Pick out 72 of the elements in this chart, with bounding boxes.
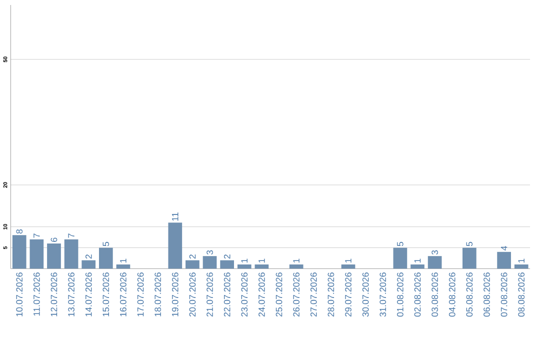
- bar: [12, 235, 26, 269]
- x-tick-label: 26.07.2026: [293, 272, 300, 317]
- x-tick-label: 08.08.2026: [518, 272, 525, 317]
- bar: [47, 244, 61, 269]
- data-label: 7: [68, 234, 74, 238]
- data-label: 6: [50, 238, 58, 242]
- x-tick-label: 05.08.2026: [466, 272, 473, 317]
- data-label: 1: [258, 258, 265, 263]
- data-label: 1: [120, 258, 126, 263]
- data-label: 1: [518, 258, 524, 263]
- bar: [116, 264, 130, 269]
- x-tick-label: 30.07.2026: [362, 272, 369, 317]
- bar: [202, 256, 217, 269]
- data-label: 5: [102, 242, 110, 246]
- bar: [341, 264, 356, 269]
- x-tick-label: 11.07.2026: [33, 272, 40, 316]
- x-tick-label: 15.07.2026: [102, 272, 110, 317]
- data-label: 1: [414, 258, 421, 263]
- data-label: 5: [466, 242, 473, 246]
- bar: [462, 248, 476, 269]
- x-tick-label: 21.07.2026: [206, 272, 213, 317]
- bar: [497, 252, 511, 269]
- x-tick-label: 25.07.2026: [276, 272, 282, 317]
- x-tick-label: 01.08.2026: [397, 272, 404, 317]
- x-tick-label: 04.08.2026: [448, 272, 456, 317]
- data-label: 2: [224, 254, 230, 259]
- data-label: 1: [345, 258, 352, 263]
- x-tick-label: 16.07.2026: [120, 272, 126, 317]
- x-tick-label: 24.07.2026: [258, 272, 265, 317]
- x-tick-label: 03.08.2026: [432, 272, 438, 317]
- bar: [98, 248, 113, 269]
- x-tick-label: 27.07.2026: [310, 272, 317, 317]
- x-tick-label: 18.07.2026: [154, 272, 162, 317]
- x-tick-label: 17.07.2026: [137, 272, 144, 317]
- bar: [64, 240, 78, 269]
- bar: [514, 264, 528, 269]
- x-tick-label: 22.07.2026: [224, 272, 230, 317]
- data-label: 8: [16, 230, 23, 234]
- data-label: 3: [206, 250, 213, 255]
- data-label: 5: [397, 242, 404, 246]
- bar: [393, 248, 408, 269]
- bar: [186, 260, 200, 269]
- bar: [237, 264, 252, 269]
- x-tick-label: 06.08.2026: [484, 272, 490, 317]
- bar: [428, 256, 442, 269]
- x-tick-label: 07.08.2026: [500, 272, 508, 317]
- data-label: 2: [189, 254, 196, 259]
- bar: [30, 240, 44, 269]
- bar: [168, 222, 182, 269]
- x-tick-label: 13.07.2026: [68, 272, 74, 317]
- x-tick-label: 10.07.2026: [16, 272, 23, 317]
- x-tick-label: 29.07.2026: [345, 272, 352, 317]
- data-label: 3: [432, 250, 438, 255]
- bar: [254, 264, 269, 269]
- x-tick-label: 14.07.2026: [85, 272, 92, 317]
- data-label: 1: [293, 258, 300, 263]
- data-label: 2: [85, 254, 92, 259]
- x-tick-label: 23.07.2026: [241, 272, 248, 317]
- x-tick-label: 19.07.2026: [172, 272, 178, 317]
- data-label: 1: [241, 258, 248, 263]
- bar: [220, 260, 234, 269]
- x-tick-label: 20.07.2026: [189, 272, 196, 317]
- x-tick-label: 12.07.2026: [50, 272, 58, 317]
- bar: [289, 264, 304, 269]
- bar: [82, 260, 96, 269]
- x-tick-label: 31.07.2026: [380, 272, 386, 317]
- bar: [410, 264, 424, 269]
- data-label: 4: [500, 246, 508, 251]
- data-label: 7: [34, 234, 40, 238]
- x-tick-label: 28.07.2026: [328, 272, 334, 317]
- data-label: 11: [172, 212, 178, 221]
- x-tick-label: 02.08.2026: [414, 272, 421, 317]
